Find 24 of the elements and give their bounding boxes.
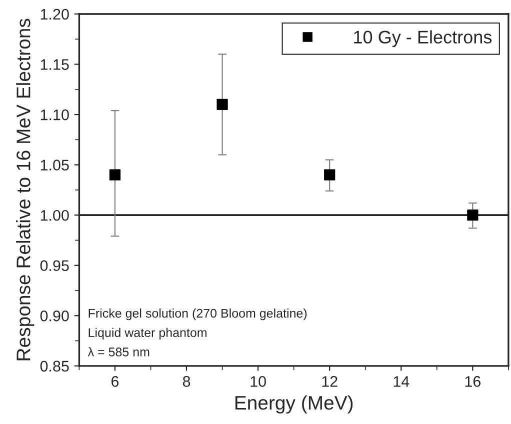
annotation: λ = 585 nm: [88, 347, 150, 356]
x-tick-label: 14: [394, 376, 410, 387]
x-tick-label: 16: [465, 376, 480, 387]
point: [216, 98, 228, 110]
x-tick-label: 8: [182, 376, 190, 387]
y-axis-title: Response Relative to 16 MeV Electrons: [16, 18, 34, 360]
y-tick-label: 0.95: [40, 260, 69, 272]
y-tick-label: 1.20: [40, 8, 69, 20]
x-tick-label: 10: [250, 376, 266, 387]
y-tick-label: 1.15: [40, 59, 69, 70]
annotation: Liquid water phantom: [88, 328, 206, 340]
y-tick-label: 0.85: [40, 360, 69, 372]
x-axis-title: Energy (MeV): [235, 395, 353, 414]
legend-label: 10 Gy - Electrons: [354, 30, 492, 48]
point: [467, 210, 478, 221]
point: [324, 169, 336, 180]
x-tick-label: 12: [322, 376, 338, 387]
y-tick-label: 1.00: [40, 210, 69, 221]
x-tick-label: 6: [112, 376, 119, 387]
point: [109, 169, 121, 180]
y-tick-label: 1.05: [40, 160, 69, 170]
y-tick-label: 0.90: [40, 310, 69, 322]
annotation: Fricke gel solution (270 Bloom gelatine): [88, 308, 307, 320]
y-tick-label: 1.10: [40, 109, 69, 120]
